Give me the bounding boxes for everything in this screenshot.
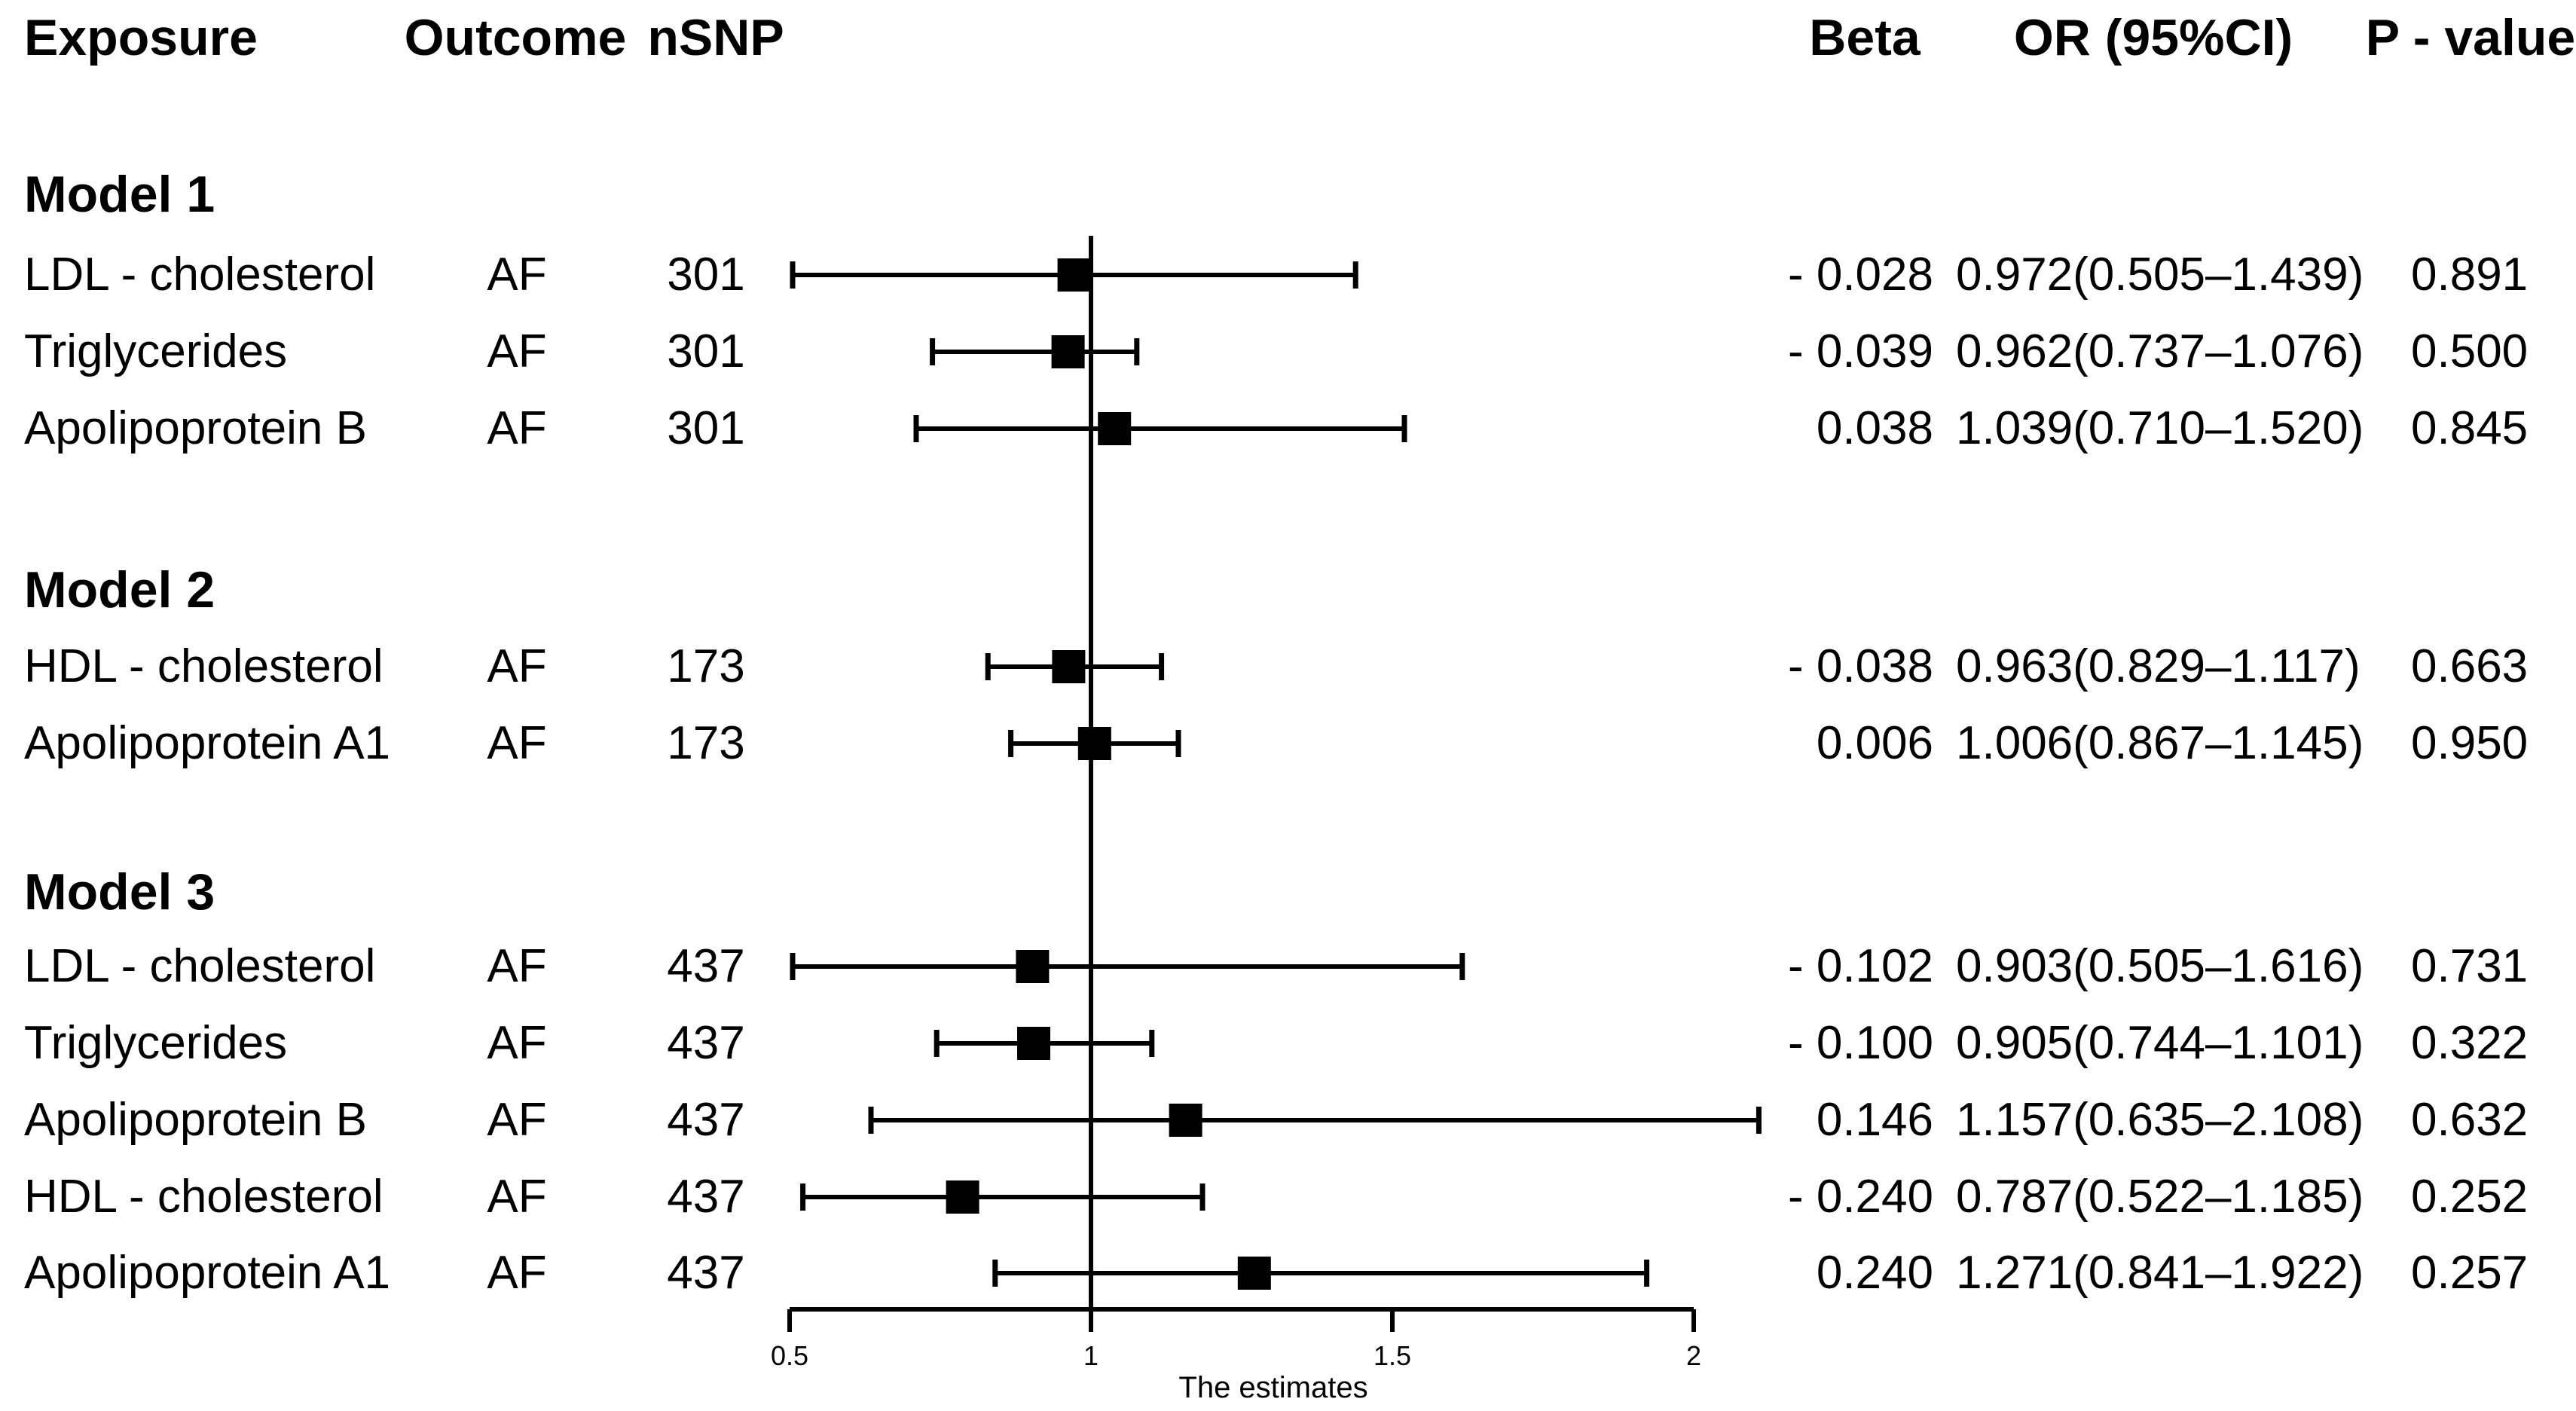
- beta-cell: - 0.038: [1787, 640, 1933, 692]
- exposure-cell: Apolipoprotein A1: [24, 717, 391, 769]
- col-header-outcome: Outcome: [404, 9, 627, 66]
- col-header-beta: Beta: [1809, 9, 1921, 66]
- or-marker: [1077, 727, 1111, 760]
- col-header-or-ci: OR (95%CI): [2013, 9, 2293, 66]
- or-marker: [1057, 258, 1091, 292]
- p-value-cell: 0.632: [2411, 1094, 2529, 1146]
- x-axis-tick-label: 0.5: [771, 1340, 808, 1371]
- nsnp-cell: 437: [667, 1247, 745, 1299]
- beta-cell: - 0.102: [1787, 940, 1933, 992]
- p-value-cell: 0.252: [2411, 1171, 2529, 1223]
- or-ci-cell: 0.787(0.522–1.185): [1956, 1171, 2364, 1223]
- col-header-nsnp: nSNP: [647, 9, 784, 66]
- outcome-cell: AF: [487, 1017, 547, 1069]
- outcome-cell: AF: [487, 1171, 547, 1223]
- beta-cell: 0.240: [1816, 1247, 1933, 1299]
- nsnp-cell: 173: [667, 640, 745, 692]
- outcome-cell: AF: [487, 1094, 547, 1146]
- outcome-cell: AF: [487, 640, 547, 692]
- model-section-label: Model 1: [24, 166, 215, 223]
- model-section-label: Model 3: [24, 863, 215, 921]
- or-marker: [1052, 650, 1086, 683]
- beta-cell: - 0.028: [1787, 249, 1933, 301]
- p-value-cell: 0.891: [2411, 249, 2529, 301]
- or-ci-cell: 0.963(0.829–1.117): [1956, 640, 2361, 692]
- col-header-p-value: P - value: [2365, 9, 2576, 66]
- beta-cell: 0.006: [1816, 717, 1933, 769]
- beta-cell: 0.146: [1816, 1094, 1933, 1146]
- beta-cell: - 0.240: [1787, 1171, 1933, 1223]
- or-ci-cell: 1.039(0.710–1.520): [1956, 402, 2364, 454]
- outcome-cell: AF: [487, 249, 547, 301]
- outcome-cell: AF: [487, 1247, 547, 1299]
- or-ci-cell: 0.972(0.505–1.439): [1956, 249, 2364, 301]
- p-value-cell: 0.257: [2411, 1247, 2529, 1299]
- exposure-cell: LDL - cholesterol: [24, 940, 376, 992]
- exposure-cell: HDL - cholesterol: [24, 1171, 383, 1223]
- p-value-cell: 0.731: [2411, 940, 2529, 992]
- p-value-cell: 0.950: [2411, 717, 2529, 769]
- exposure-cell: HDL - cholesterol: [24, 640, 383, 692]
- or-ci-cell: 1.157(0.635–2.108): [1956, 1094, 2364, 1146]
- or-ci-cell: 1.271(0.841–1.922): [1956, 1247, 2364, 1299]
- model-section-label: Model 2: [24, 561, 215, 618]
- exposure-cell: Apolipoprotein A1: [24, 1247, 391, 1299]
- or-ci-cell: 0.962(0.737–1.076): [1956, 325, 2364, 377]
- beta-cell: - 0.039: [1787, 325, 1933, 377]
- outcome-cell: AF: [487, 325, 547, 377]
- or-marker: [1237, 1257, 1271, 1290]
- nsnp-cell: 437: [667, 1094, 745, 1146]
- p-value-cell: 0.322: [2411, 1017, 2529, 1069]
- p-value-cell: 0.663: [2411, 640, 2529, 692]
- outcome-cell: AF: [487, 717, 547, 769]
- nsnp-cell: 437: [667, 940, 745, 992]
- or-ci-cell: 0.903(0.505–1.616): [1956, 940, 2364, 992]
- nsnp-cell: 437: [667, 1171, 745, 1223]
- nsnp-cell: 301: [667, 325, 745, 377]
- or-marker: [946, 1180, 979, 1214]
- or-marker: [1169, 1104, 1202, 1137]
- p-value-cell: 0.500: [2411, 325, 2529, 377]
- exposure-cell: Apolipoprotein B: [24, 1094, 367, 1146]
- x-axis-label: The estimates: [1178, 1371, 1367, 1404]
- outcome-cell: AF: [487, 940, 547, 992]
- or-marker: [1017, 1027, 1050, 1060]
- nsnp-cell: 301: [667, 402, 745, 454]
- x-axis-tick-label: 1.5: [1374, 1340, 1411, 1371]
- or-marker: [1098, 412, 1132, 445]
- or-ci-cell: 0.905(0.744–1.101): [1956, 1017, 2364, 1069]
- exposure-cell: Triglycerides: [24, 325, 288, 377]
- exposure-cell: Triglycerides: [24, 1017, 288, 1069]
- exposure-cell: LDL - cholesterol: [24, 249, 376, 301]
- beta-cell: - 0.100: [1787, 1017, 1933, 1069]
- nsnp-cell: 437: [667, 1017, 745, 1069]
- x-axis-tick-label: 1: [1083, 1340, 1099, 1371]
- col-header-exposure: Exposure: [24, 9, 258, 66]
- or-marker: [1016, 950, 1050, 983]
- or-marker: [1051, 335, 1085, 368]
- or-ci-cell: 1.006(0.867–1.145): [1956, 717, 2364, 769]
- outcome-cell: AF: [487, 402, 547, 454]
- p-value-cell: 0.845: [2411, 402, 2529, 454]
- nsnp-cell: 173: [667, 717, 745, 769]
- x-axis-tick-label: 2: [1686, 1340, 1701, 1371]
- exposure-cell: Apolipoprotein B: [24, 402, 367, 454]
- beta-cell: 0.038: [1816, 402, 1933, 454]
- nsnp-cell: 301: [667, 249, 745, 301]
